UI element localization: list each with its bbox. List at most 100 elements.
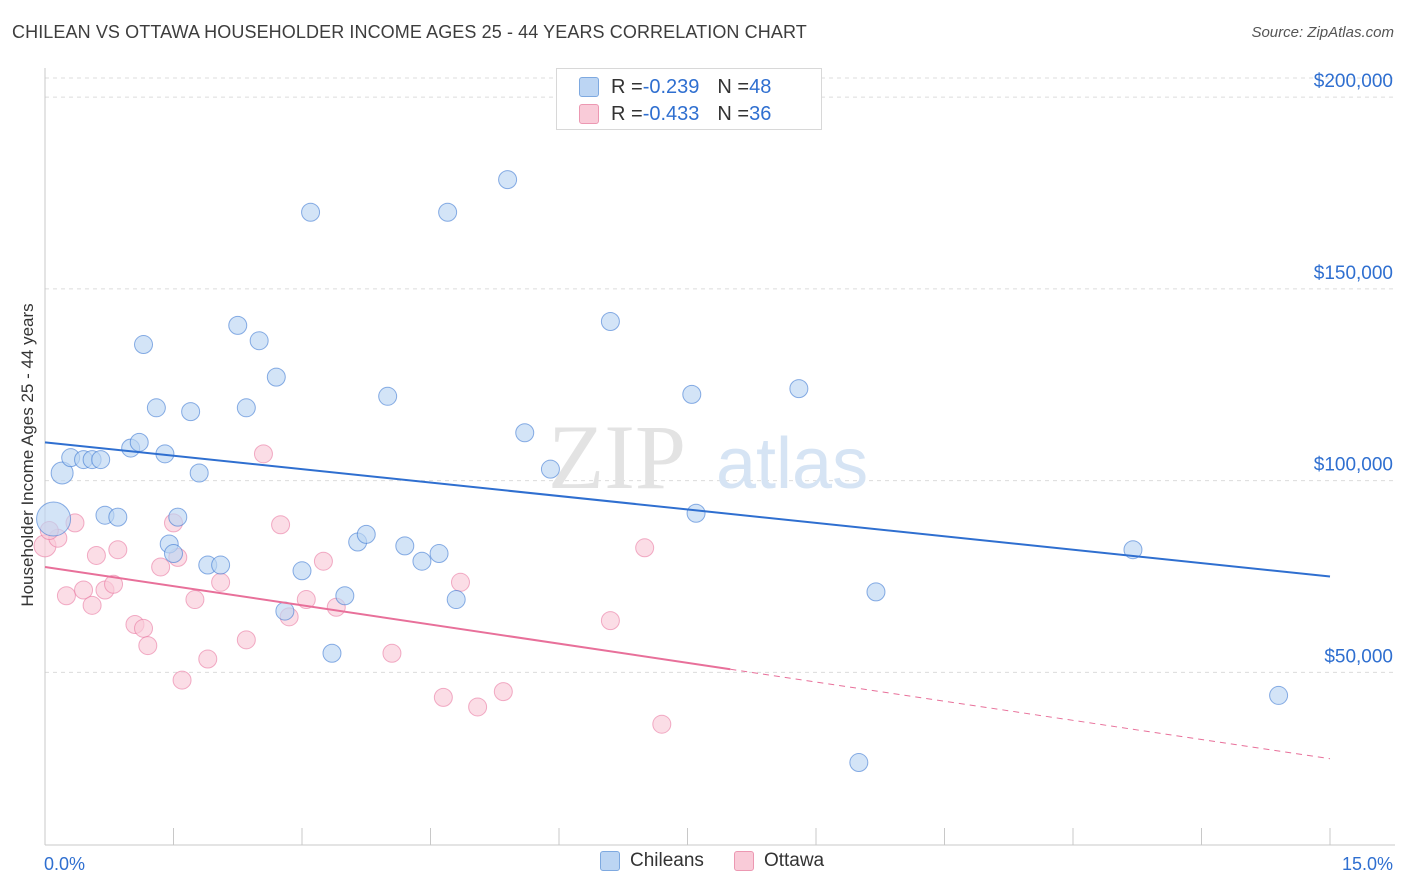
ottawa-point: [313, 551, 333, 571]
ottawa-point: [600, 611, 620, 631]
chileans-point: [866, 582, 886, 602]
legend-row-chileans: R = -0.239 N = 48: [579, 75, 771, 99]
chileans-swatch: [600, 851, 620, 871]
ottawa-point: [382, 643, 402, 663]
chileans-point: [322, 643, 342, 663]
ottawa-trend-line-extension: [730, 668, 1331, 760]
y-tick-label: $150,000: [1314, 263, 1393, 284]
chileans-point: [236, 398, 256, 418]
chileans-point: [129, 432, 149, 452]
chileans-point: [228, 315, 248, 335]
chileans-point: [189, 463, 209, 483]
chileans-point: [378, 386, 398, 406]
legend-r-label: R =: [611, 75, 643, 98]
chileans-point: [686, 503, 706, 523]
chileans-point: [108, 507, 128, 527]
chileans-trend-line: [44, 441, 1331, 578]
chileans-point: [540, 459, 560, 479]
ottawa-swatch: [733, 851, 754, 871]
chileans-point: [438, 202, 458, 222]
ottawa-point: [296, 590, 316, 610]
ottawa-point: [185, 590, 205, 610]
chileans-point: [181, 402, 201, 422]
chileans-point: [211, 555, 231, 575]
ottawa-point: [138, 636, 158, 656]
ottawa-point: [198, 649, 218, 669]
ottawa-point: [493, 682, 513, 702]
ottawa-point: [450, 572, 470, 592]
correlation-legend: R = -0.239 N = 48 R = -0.433 N = 36: [556, 68, 822, 130]
chileans-point: [275, 601, 295, 621]
chileans-point: [249, 331, 269, 351]
chileans-point: [356, 524, 376, 544]
chileans-point: [515, 423, 535, 443]
x-tick-label: 15.0%: [1342, 854, 1393, 874]
legend-item-chileans: Chileans: [600, 850, 704, 872]
chileans-point: [292, 561, 312, 581]
ottawa-point: [271, 515, 291, 535]
chileans-points: [36, 170, 1289, 773]
ottawa-point: [635, 538, 655, 558]
ottawa-trend-line: [44, 565, 731, 671]
chileans-point: [164, 544, 183, 564]
chileans-point: [146, 398, 166, 418]
chileans-point: [682, 384, 702, 404]
chileans-point: [1269, 685, 1289, 705]
y-tick-label: $100,000: [1314, 455, 1393, 476]
legend-n-value: 36: [749, 102, 772, 125]
legend-r-value: -0.239: [642, 75, 700, 98]
legend-n-label: N =: [717, 75, 750, 98]
ottawa-point: [236, 630, 256, 650]
chileans-point: [301, 202, 321, 222]
ottawa-point: [86, 545, 106, 565]
x-tick-label: 0.0%: [44, 854, 85, 874]
ottawa-point: [74, 580, 94, 600]
chart-title: CHILEAN VS OTTAWA HOUSEHOLDER INCOME AGE…: [12, 22, 807, 42]
y-tick-label: $200,000: [1314, 71, 1393, 92]
ottawa-point: [652, 714, 672, 734]
series-legend: Chileans Ottawa: [600, 850, 854, 872]
chileans-point: [266, 367, 286, 387]
legend-item-ottawa: Ottawa: [733, 850, 825, 872]
ottawa-point: [468, 697, 488, 717]
y-axis-label: Householder Income Ages 25 - 44 years: [18, 303, 37, 607]
chileans-point: [789, 379, 809, 399]
chileans-point: [134, 335, 154, 355]
chileans-point: [498, 170, 518, 190]
tick-labels: $200,000 $150,000 $100,000 $50,000 0.0% 15.0%: [44, 71, 1393, 874]
trend-lines: [44, 441, 1331, 760]
chileans-point: [412, 551, 432, 571]
chileans-point: [91, 450, 111, 470]
ottawa-points: [33, 444, 672, 734]
chileans-point: [395, 536, 415, 556]
ottawa-swatch: [579, 104, 599, 124]
axes: [44, 68, 1395, 846]
ottawa-point: [211, 572, 231, 592]
watermark-atlas: atlas: [716, 424, 868, 504]
chileans-point: [1123, 540, 1143, 560]
chileans-swatch: [579, 77, 599, 97]
chileans-point: [429, 544, 449, 564]
ottawa-point: [172, 670, 192, 690]
chileans-point: [446, 590, 466, 610]
watermark-zip: ZIP: [548, 406, 686, 508]
watermark: ZIP atlas: [548, 406, 868, 508]
chileans-point: [600, 312, 620, 332]
legend-label-chileans: Chileans: [630, 850, 704, 871]
ottawa-point: [82, 595, 102, 615]
ottawa-point: [56, 586, 76, 606]
chileans-point: [168, 507, 188, 527]
legend-n-label: N =: [717, 102, 750, 125]
ottawa-point: [104, 574, 124, 594]
legend-label-ottawa: Ottawa: [763, 850, 825, 871]
chileans-point: [335, 586, 355, 606]
legend-n-value: 48: [749, 75, 772, 98]
ottawa-point: [108, 540, 128, 560]
ottawa-point: [433, 687, 453, 707]
chileans-point: [849, 753, 869, 773]
legend-r-label: R =: [611, 102, 643, 125]
y-tick-label: $50,000: [1324, 646, 1393, 667]
chileans-point: [36, 501, 72, 537]
ottawa-point: [134, 618, 154, 638]
